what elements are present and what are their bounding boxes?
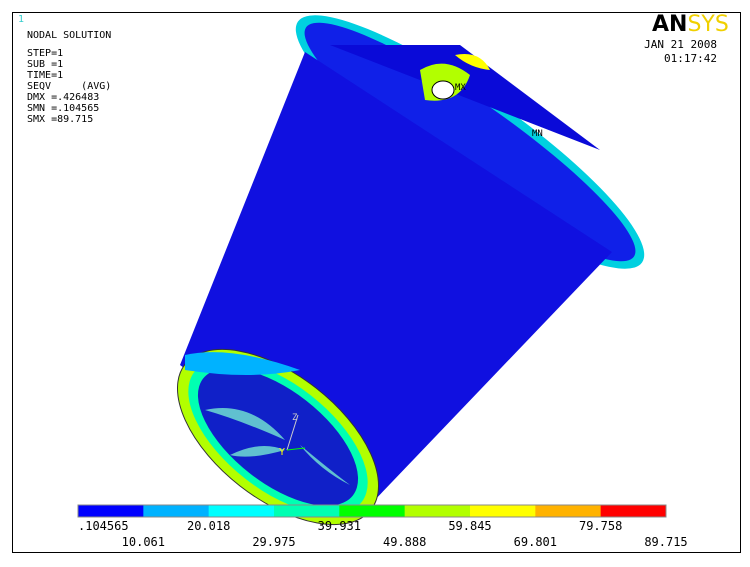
legend-swatch	[535, 505, 602, 517]
legend-label: 39.931	[318, 519, 361, 533]
logo-light: SYS	[687, 12, 728, 37]
legend: .104565 10.061 20.018 29.975 39.931 49.888 59.…	[77, 504, 688, 549]
legend-swatch	[143, 505, 210, 517]
legend-swatch	[404, 505, 471, 517]
legend-label: 79.758	[579, 519, 622, 533]
header-line: SMX =89.715	[27, 114, 93, 125]
frame	[12, 12, 741, 553]
date: JAN 21 2008	[644, 38, 717, 51]
header-line: DMX =.426483	[27, 92, 99, 103]
legend-label: 20.018	[187, 519, 230, 533]
legend-label: 89.715	[644, 535, 687, 549]
window-number: 1	[18, 14, 24, 25]
triad-label: Z	[292, 413, 298, 423]
header-line: SMN =.104565	[27, 103, 99, 114]
legend-label: 49.888	[383, 535, 426, 549]
triad-label: Y	[279, 447, 285, 458]
header-line: SUB =1	[27, 59, 63, 70]
time: 01:17:42	[664, 52, 717, 65]
bottom-face	[197, 368, 359, 506]
cone-top	[330, 45, 600, 150]
logo-dark: AN	[652, 12, 687, 37]
triad-axis	[286, 414, 299, 451]
legend-label: 59.845	[448, 519, 491, 533]
legend-swatch	[208, 505, 275, 517]
header-line: NODAL SOLUTION	[27, 30, 111, 41]
model	[176, 15, 645, 526]
legend-border	[77, 504, 667, 518]
legend-label: 29.975	[252, 535, 295, 549]
legend-label: 69.801	[514, 535, 557, 549]
legend-swatch	[274, 505, 340, 517]
legend-label: 10.061	[122, 535, 165, 549]
header-line: TIME=1	[27, 70, 63, 81]
logo: ANSYS	[652, 12, 729, 37]
max-marker: MX	[455, 83, 466, 93]
legend-swatch	[78, 505, 144, 517]
header-line: STEP=1	[27, 48, 63, 59]
stress-peak-2	[455, 54, 490, 70]
header-line: SEQV (AVG)	[27, 81, 111, 92]
legend-swatch	[339, 505, 406, 517]
legend-swatch	[600, 505, 667, 517]
stress-patch	[185, 352, 300, 375]
legend-swatch	[470, 505, 536, 517]
min-marker: MN	[532, 129, 543, 139]
hole	[431, 80, 455, 100]
triad-axis	[286, 447, 306, 451]
legend-label: .104565	[78, 519, 129, 533]
top-rim-inner	[304, 22, 636, 262]
